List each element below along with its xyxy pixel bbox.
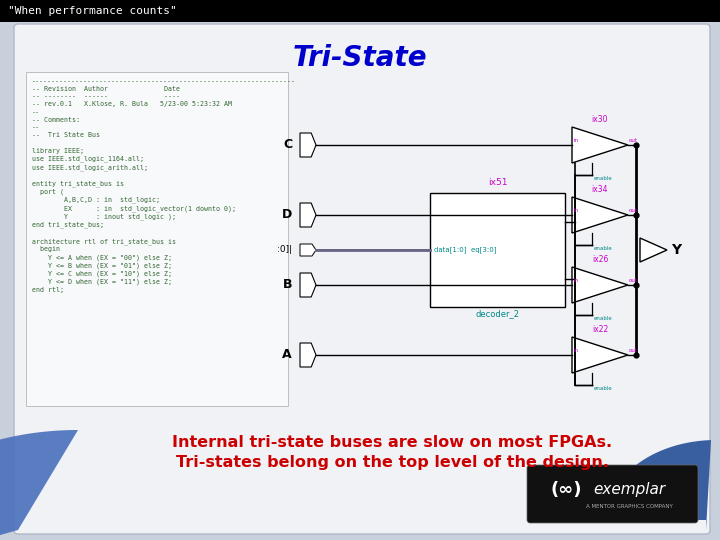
Polygon shape [640,238,667,262]
Text: ------------------------------------------------------------------
-- Revision  : ----------------------------------------… [32,78,296,293]
Text: ix30: ix30 [592,115,608,124]
Text: enable: enable [593,316,612,321]
FancyBboxPatch shape [26,72,288,406]
Text: ix51: ix51 [487,178,508,187]
Text: enable: enable [593,246,612,251]
Polygon shape [18,400,29,540]
Text: data[1:0]  eq[3:0]: data[1:0] eq[3:0] [434,247,497,253]
Text: out: out [629,279,638,284]
Text: A MENTOR GRAPHICS COMPANY: A MENTOR GRAPHICS COMPANY [585,504,672,510]
Text: Internal tri-state buses are slow on most FPGAs.: Internal tri-state buses are slow on mos… [172,435,612,450]
Text: out: out [629,208,638,213]
Text: ix34: ix34 [592,185,608,194]
Text: in: in [573,279,578,284]
Text: :0]|: :0]| [277,246,292,254]
FancyBboxPatch shape [527,465,698,523]
Text: in: in [573,208,578,213]
Text: Tri-states belong on the top level of the design.: Tri-states belong on the top level of th… [176,455,608,470]
Text: out: out [629,138,638,144]
Text: decoder_2: decoder_2 [475,309,520,318]
Text: D: D [282,208,292,221]
Text: Tri-State: Tri-State [293,44,427,72]
Bar [430,193,565,307]
Bar [0,0,720,22]
Text: ix26: ix26 [592,255,608,264]
Text: in: in [573,138,578,144]
Polygon shape [300,244,316,256]
Text: exemplar: exemplar [593,482,665,497]
Text: enable: enable [593,176,612,181]
Text: ix22: ix22 [592,325,608,334]
Text: B: B [282,279,292,292]
Text: (∞): (∞) [551,481,582,499]
Polygon shape [572,337,628,373]
Polygon shape [572,197,628,233]
Polygon shape [300,343,316,367]
Text: "When performance counts": "When performance counts" [8,6,176,16]
Polygon shape [0,430,78,540]
Text: Y: Y [671,243,681,257]
FancyBboxPatch shape [14,24,710,534]
Text: enable: enable [593,386,612,391]
Text: A: A [282,348,292,361]
Polygon shape [572,267,628,303]
Polygon shape [572,127,628,163]
Polygon shape [300,273,316,297]
Text: C: C [283,138,292,152]
Text: out: out [629,348,638,354]
Polygon shape [606,440,711,530]
Polygon shape [300,133,316,157]
Polygon shape [300,203,316,227]
Text: in: in [573,348,578,354]
